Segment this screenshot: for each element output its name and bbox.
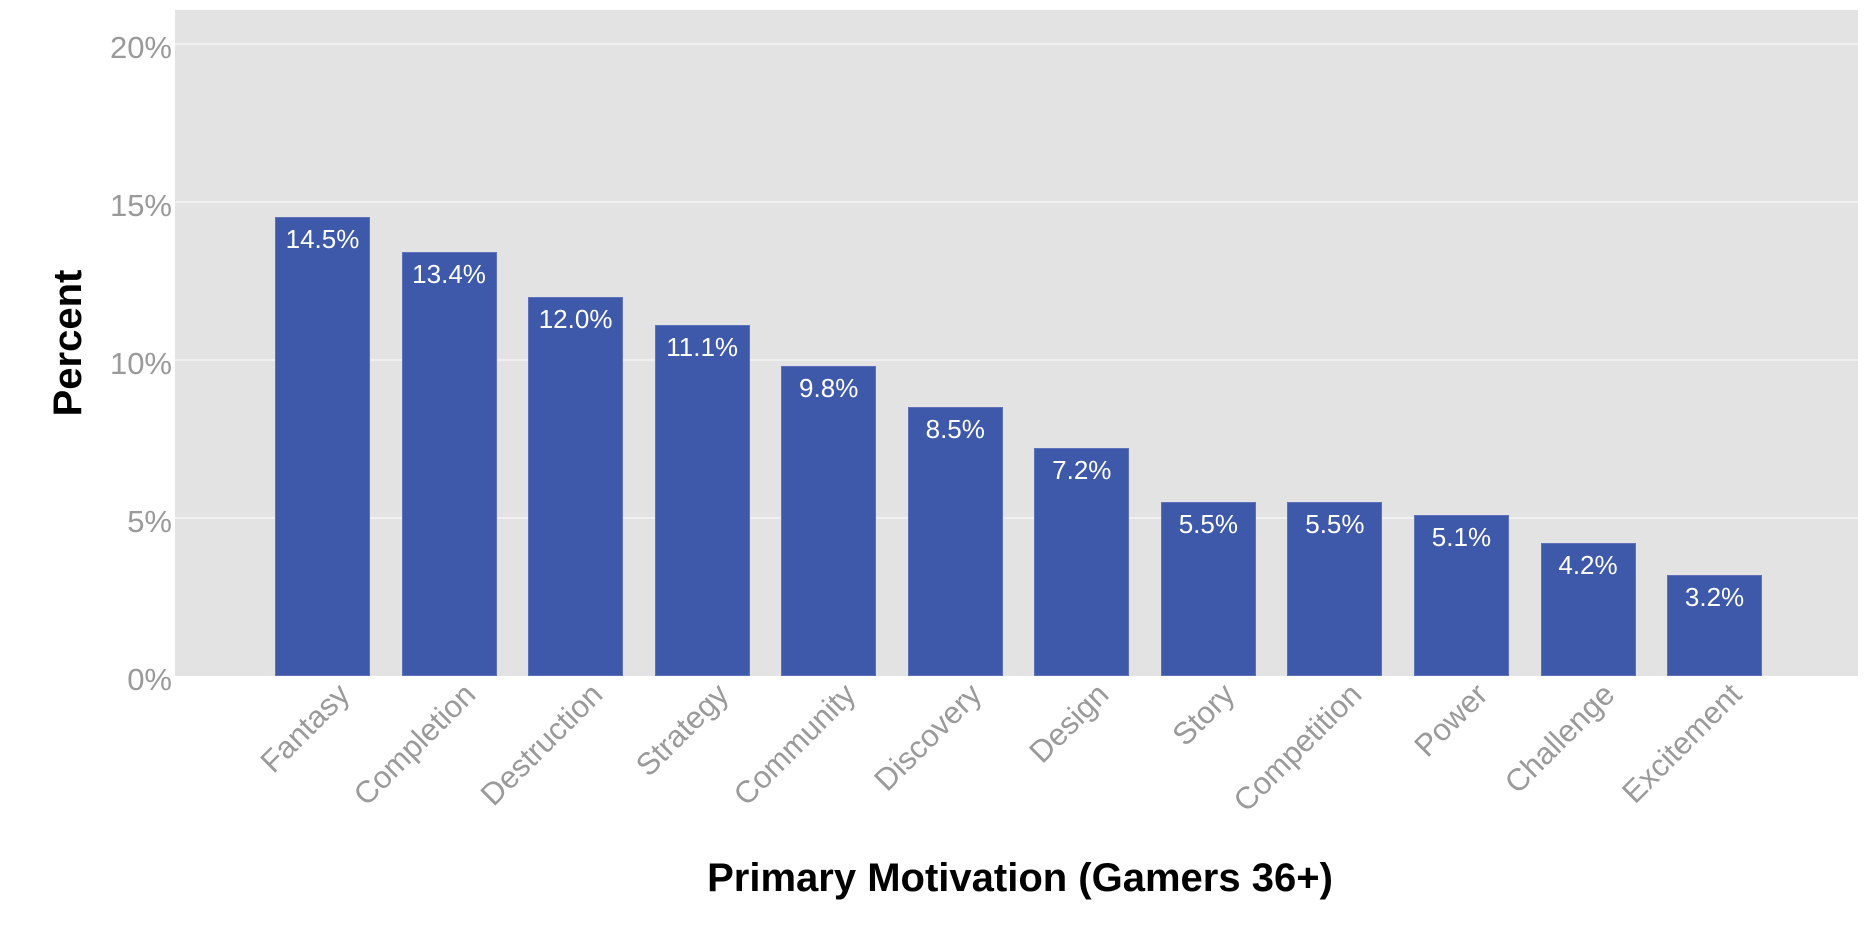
bar-value-label: 12.0% [538, 303, 613, 334]
gridline [175, 42, 1858, 45]
bar-fantasy: 14.5% [275, 217, 370, 676]
bar-power: 5.1% [1413, 514, 1509, 676]
bar-value-label: 5.5% [1178, 509, 1238, 540]
bar-value-label: 8.5% [925, 414, 985, 445]
gridline [175, 516, 1858, 519]
gridline [175, 200, 1858, 203]
y-tick-label: 15% [109, 187, 172, 223]
x-axis-title: Primary Motivation (Gamers 36+) [707, 856, 1333, 900]
bar-competition: 5.5% [1287, 502, 1383, 676]
bar-value-label: 7.2% [1052, 455, 1112, 486]
bar-community: 9.8% [781, 366, 877, 676]
x-tick-label: Story [1165, 676, 1242, 753]
y-tick-label: 0% [127, 662, 172, 697]
bar-value-label: 3.2% [1684, 581, 1745, 612]
x-tick-label: Community [726, 676, 863, 813]
bar-value-label: 4.2% [1558, 550, 1618, 581]
bar-completion: 13.4% [401, 252, 497, 676]
x-tick-label: Excitement [1614, 676, 1748, 810]
x-tick-label: Strategy [629, 676, 736, 783]
x-tick-label: Completion [346, 676, 483, 813]
gridline [175, 358, 1858, 361]
bar-strategy: 11.1% [654, 324, 750, 676]
y-axis-title: Percent [46, 269, 90, 417]
x-tick-label: Fantasy [253, 676, 356, 780]
x-tick-label: Discovery [867, 676, 989, 798]
bar-story: 5.5% [1160, 502, 1256, 676]
bar-value-label: 9.8% [799, 373, 859, 404]
x-tick-label: Challenge [1497, 676, 1622, 801]
bar-challenge: 4.2% [1540, 543, 1636, 676]
bar-excitement: 3.2% [1667, 574, 1763, 676]
bar-value-label: 13.4% [412, 259, 486, 290]
y-tick-label: 5% [127, 503, 172, 539]
x-tick-label: Competition [1226, 676, 1369, 819]
bar-value-label: 11.1% [666, 331, 739, 362]
y-tick-label: 10% [109, 345, 172, 381]
x-tick-label: Destruction [473, 676, 609, 813]
bar-discovery: 8.5% [907, 407, 1003, 676]
bar-design: 7.2% [1034, 448, 1130, 676]
bar-value-label: 5.5% [1305, 509, 1365, 540]
bar-value-label: 14.5% [285, 224, 360, 255]
y-tick-label: 20% [109, 29, 172, 65]
bar-value-label: 5.1% [1431, 521, 1492, 552]
x-tick-label: Design [1022, 676, 1116, 770]
bar-destruction: 12.0% [528, 296, 624, 676]
x-tick-label: Power [1407, 676, 1495, 764]
